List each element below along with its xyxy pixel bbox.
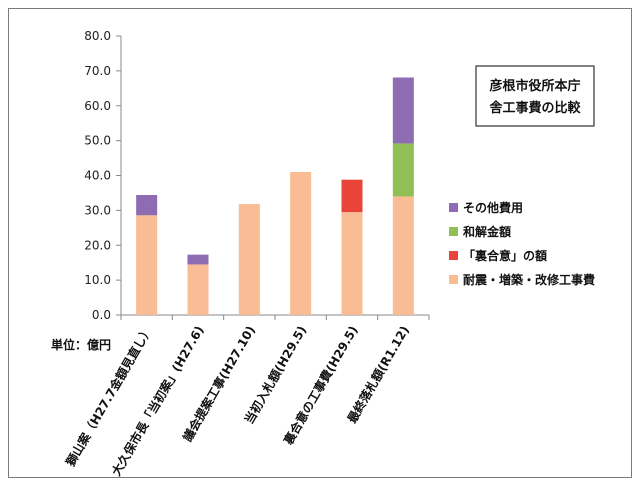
bars: [136, 77, 414, 315]
bar-segment: [341, 212, 363, 315]
legend-swatch: [449, 227, 458, 236]
legend-label: 「裏合意」の額: [463, 248, 547, 263]
y-tick-label: 60.0: [84, 99, 111, 113]
legend-label: 耐震・増築・改修工事費: [463, 272, 595, 287]
legend-swatch: [449, 275, 458, 284]
bar-segment: [187, 254, 209, 265]
legend-swatch: [449, 251, 458, 260]
legend-swatch: [449, 203, 458, 212]
chart-svg: 0.0 10.0 20.0 30.0 40.0 50.0 60.0 70.0 80.0 獅山案（…: [51, 29, 595, 477]
chart-frame: 0.0 10.0 20.0 30.0 40.0 50.0 60.0 70.0 80.0 獅山案（…: [8, 8, 632, 478]
y-tick-label: 80.0: [84, 29, 111, 43]
bar-segment: [136, 195, 158, 216]
bar-segment: [341, 179, 363, 213]
bar-segment: [238, 204, 260, 315]
bar-segment: [290, 172, 312, 315]
bar-segment: [392, 143, 414, 197]
y-tick-label: 0.0: [92, 308, 111, 322]
title-box: 彦根市役所本庁 舎工事費の比較: [475, 65, 595, 127]
bar-segment: [392, 196, 414, 315]
y-tick-label: 20.0: [84, 238, 111, 252]
bar-segment: [392, 77, 414, 144]
title-line-2: 舎工事費の比較: [489, 100, 581, 116]
y-tick-label: 50.0: [84, 134, 111, 148]
x-category-label: 大久保市長「当初案」(H27.6): [108, 323, 206, 477]
category-labels: 獅山案（H27.7金額見直し）大久保市長「当初案」(H27.6)議会提案工事(H…: [62, 323, 412, 477]
legend-label: その他費用: [463, 200, 523, 215]
axes: 0.0 10.0 20.0 30.0 40.0 50.0 60.0 70.0 80.0: [84, 29, 430, 322]
y-tick-label: 40.0: [84, 169, 111, 183]
legend-label: 和解金額: [462, 224, 511, 239]
bar-segment: [136, 215, 158, 315]
title-line-1: 彦根市役所本庁: [489, 78, 580, 94]
y-tick-label: 10.0: [84, 273, 111, 287]
y-tick-label: 30.0: [84, 203, 111, 217]
y-tick-label: 70.0: [84, 64, 111, 78]
bar-segment: [187, 264, 209, 315]
unit-label: 単位：億円: [51, 337, 111, 352]
